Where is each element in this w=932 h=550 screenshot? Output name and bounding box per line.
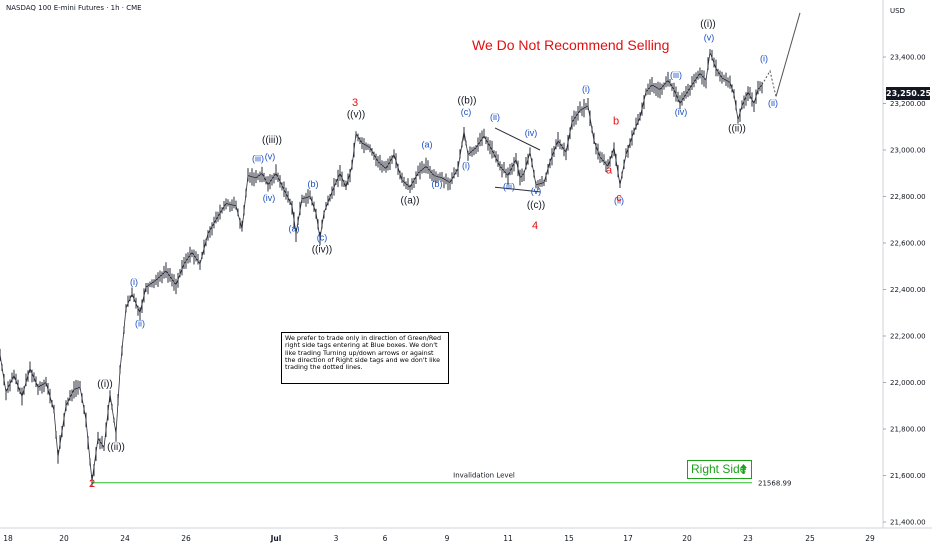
wave-label-blue: (a) [422, 140, 433, 150]
wave-label-blue: (c) [317, 233, 328, 243]
wave-label-blue: (v) [265, 151, 276, 161]
wave-label-black: ((iii)) [262, 135, 282, 146]
invalidation-label: Invalidation Level [453, 472, 515, 480]
current-price-tag: 23,250.25 [886, 87, 932, 100]
wave-label-blue: (a) [289, 223, 300, 233]
wave-label-blue: (v) [704, 33, 715, 43]
projection-dotted [761, 69, 777, 97]
y-tick-label: 22,600.00 [890, 240, 926, 248]
wave-label-black: ((c)) [527, 200, 545, 211]
wave-label-blue: (i) [130, 277, 138, 287]
chart-title: NASDAQ 100 E-mini Futures · 1h · CME [6, 4, 142, 12]
x-tick-label: 20 [59, 534, 69, 543]
x-tick-label: 26 [181, 534, 191, 543]
wave-label-red: c [616, 192, 622, 204]
x-tick-label: 24 [120, 534, 130, 543]
currency-label: USD [890, 7, 905, 15]
up-arrow-icon [740, 464, 747, 474]
price-path [0, 52, 763, 482]
invalidation-value: 21568.99 [758, 480, 791, 488]
x-tick-label: 3 [334, 534, 339, 543]
y-tick-label: 23,400.00 [890, 54, 926, 62]
wave-label-black: ((i)) [700, 19, 716, 30]
y-tick-label: 21,800.00 [890, 426, 926, 434]
trendline [494, 127, 541, 151]
wave-label-blue: (v) [531, 186, 542, 196]
x-tick-label: 15 [564, 534, 574, 543]
wave-label-red: 3 [352, 97, 358, 109]
wave-label-blue: (b) [308, 179, 319, 189]
trendline [494, 186, 541, 193]
strategy-note: We prefer to trade only in direction of … [281, 332, 449, 384]
x-tick-label: 25 [805, 534, 815, 543]
y-tick-label: 21,400.00 [890, 519, 926, 527]
y-tick-label: 22,400.00 [890, 286, 926, 294]
wave-label-red: a [606, 164, 613, 176]
wave-label-blue: (iv) [525, 128, 538, 138]
y-tick-label: 21,600.00 [890, 472, 926, 480]
wave-label-red: 2 [89, 478, 95, 490]
wave-label-blue: (c) [461, 107, 472, 117]
y-tick-label: 23,200.00 [890, 100, 926, 108]
wave-label-blue: (iii) [503, 182, 515, 192]
right-side-tag: Right Side [687, 460, 752, 479]
wave-label-blue: (ii) [135, 319, 145, 329]
x-tick-label: 18 [3, 534, 13, 543]
wave-label-black: ((ii)) [107, 442, 125, 453]
wave-label-black: ((iv)) [312, 244, 333, 255]
x-tick-label: 20 [682, 534, 692, 543]
wave-label-blue: (ii) [768, 98, 778, 108]
wave-label-blue: (iii) [670, 70, 682, 80]
x-tick-label: 9 [445, 534, 450, 543]
right-side-label: Right Side [691, 462, 747, 476]
wave-label-black: ((a)) [401, 195, 420, 206]
wave-label-red: b [613, 115, 619, 127]
wave-label-blue: (iii) [252, 154, 264, 164]
wave-label-blue: (iv) [675, 107, 688, 117]
headline-text: We Do Not Recommend Selling [472, 37, 670, 53]
wave-label-black: ((i)) [97, 379, 113, 390]
x-tick-label: 6 [383, 534, 388, 543]
x-tick-label: Jul [270, 534, 282, 543]
wave-label-blue: (i) [760, 54, 768, 64]
wave-label-red: 4 [532, 220, 538, 232]
x-tick-label: 11 [503, 534, 513, 543]
projection-line [775, 12, 801, 97]
wave-label-blue: (b) [432, 179, 443, 189]
y-tick-label: 22,800.00 [890, 193, 926, 201]
y-tick-label: 22,200.00 [890, 333, 926, 341]
wave-label-black: ((ii)) [728, 123, 746, 134]
wave-label-blue: (i) [582, 84, 590, 94]
x-tick-label: 23 [743, 534, 753, 543]
wave-label-blue: (ii) [614, 195, 624, 205]
x-tick-label: 29 [865, 534, 875, 543]
y-tick-label: 22,000.00 [890, 379, 926, 387]
wave-label-black: ((b)) [458, 96, 477, 107]
x-tick-label: 17 [623, 534, 633, 543]
wave-label-blue: (iv) [263, 193, 276, 203]
wave-label-blue: (ii) [490, 112, 500, 122]
wave-label-black: ((v)) [347, 109, 365, 120]
y-tick-label: 23,000.00 [890, 147, 926, 155]
wave-label-blue: (i) [462, 161, 470, 171]
